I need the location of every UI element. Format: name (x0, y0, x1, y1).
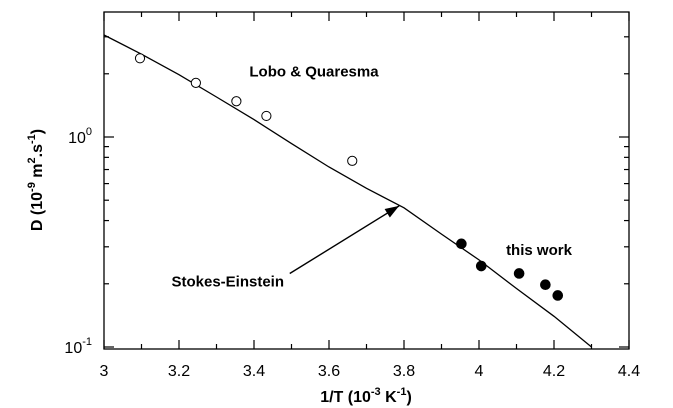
annotation-label: Lobo & Quaresma (249, 64, 379, 81)
series-stokes-einstein-line (103, 34, 592, 348)
annotation-arrow (289, 205, 400, 275)
data-point-lobo-quaresma (347, 155, 358, 166)
y-tick-label: 100 (68, 126, 92, 147)
x-axis-label: 1/T (10-3 K-1) (320, 386, 412, 406)
x-tick-label: 4.4 (618, 363, 640, 380)
annotation-label: Stokes-Einstein (171, 274, 284, 291)
x-tick-labels: 3 3.2 3.4 3.6 3.8 4 4.2 4.4 (100, 363, 641, 380)
data-point-this-work (513, 268, 525, 279)
data-points (134, 53, 564, 301)
data-point-lobo-quaresma (261, 110, 272, 122)
data-point-this-work (540, 279, 551, 291)
y-axis-label: D (10-9 m2.s-1) (26, 129, 46, 231)
y-tick-labels: 100 10-1 (64, 126, 92, 357)
axis-ticks (103, 12, 630, 349)
data-point-lobo-quaresma (190, 77, 201, 88)
x-tick-label: 3.8 (393, 363, 415, 380)
data-point-lobo-quaresma (231, 96, 242, 107)
annotations: Lobo & Quaresma this work Stokes-Einstein (171, 64, 572, 291)
x-tick-label: 4 (475, 363, 484, 380)
x-tick-label: 3 (100, 363, 109, 380)
y-tick-label: 10-1 (64, 336, 92, 357)
data-point-this-work (552, 290, 564, 301)
data-point-this-work (475, 260, 487, 272)
x-tick-label: 3.6 (318, 363, 340, 380)
x-tick-label: 3.4 (243, 363, 265, 380)
arrowhead (384, 205, 400, 218)
data-point-lobo-quaresma (134, 53, 146, 64)
x-tick-label: 3.2 (168, 363, 190, 380)
x-tick-label: 4.2 (543, 363, 565, 380)
annotation-label: this work (506, 242, 573, 259)
data-point-this-work (456, 238, 467, 250)
